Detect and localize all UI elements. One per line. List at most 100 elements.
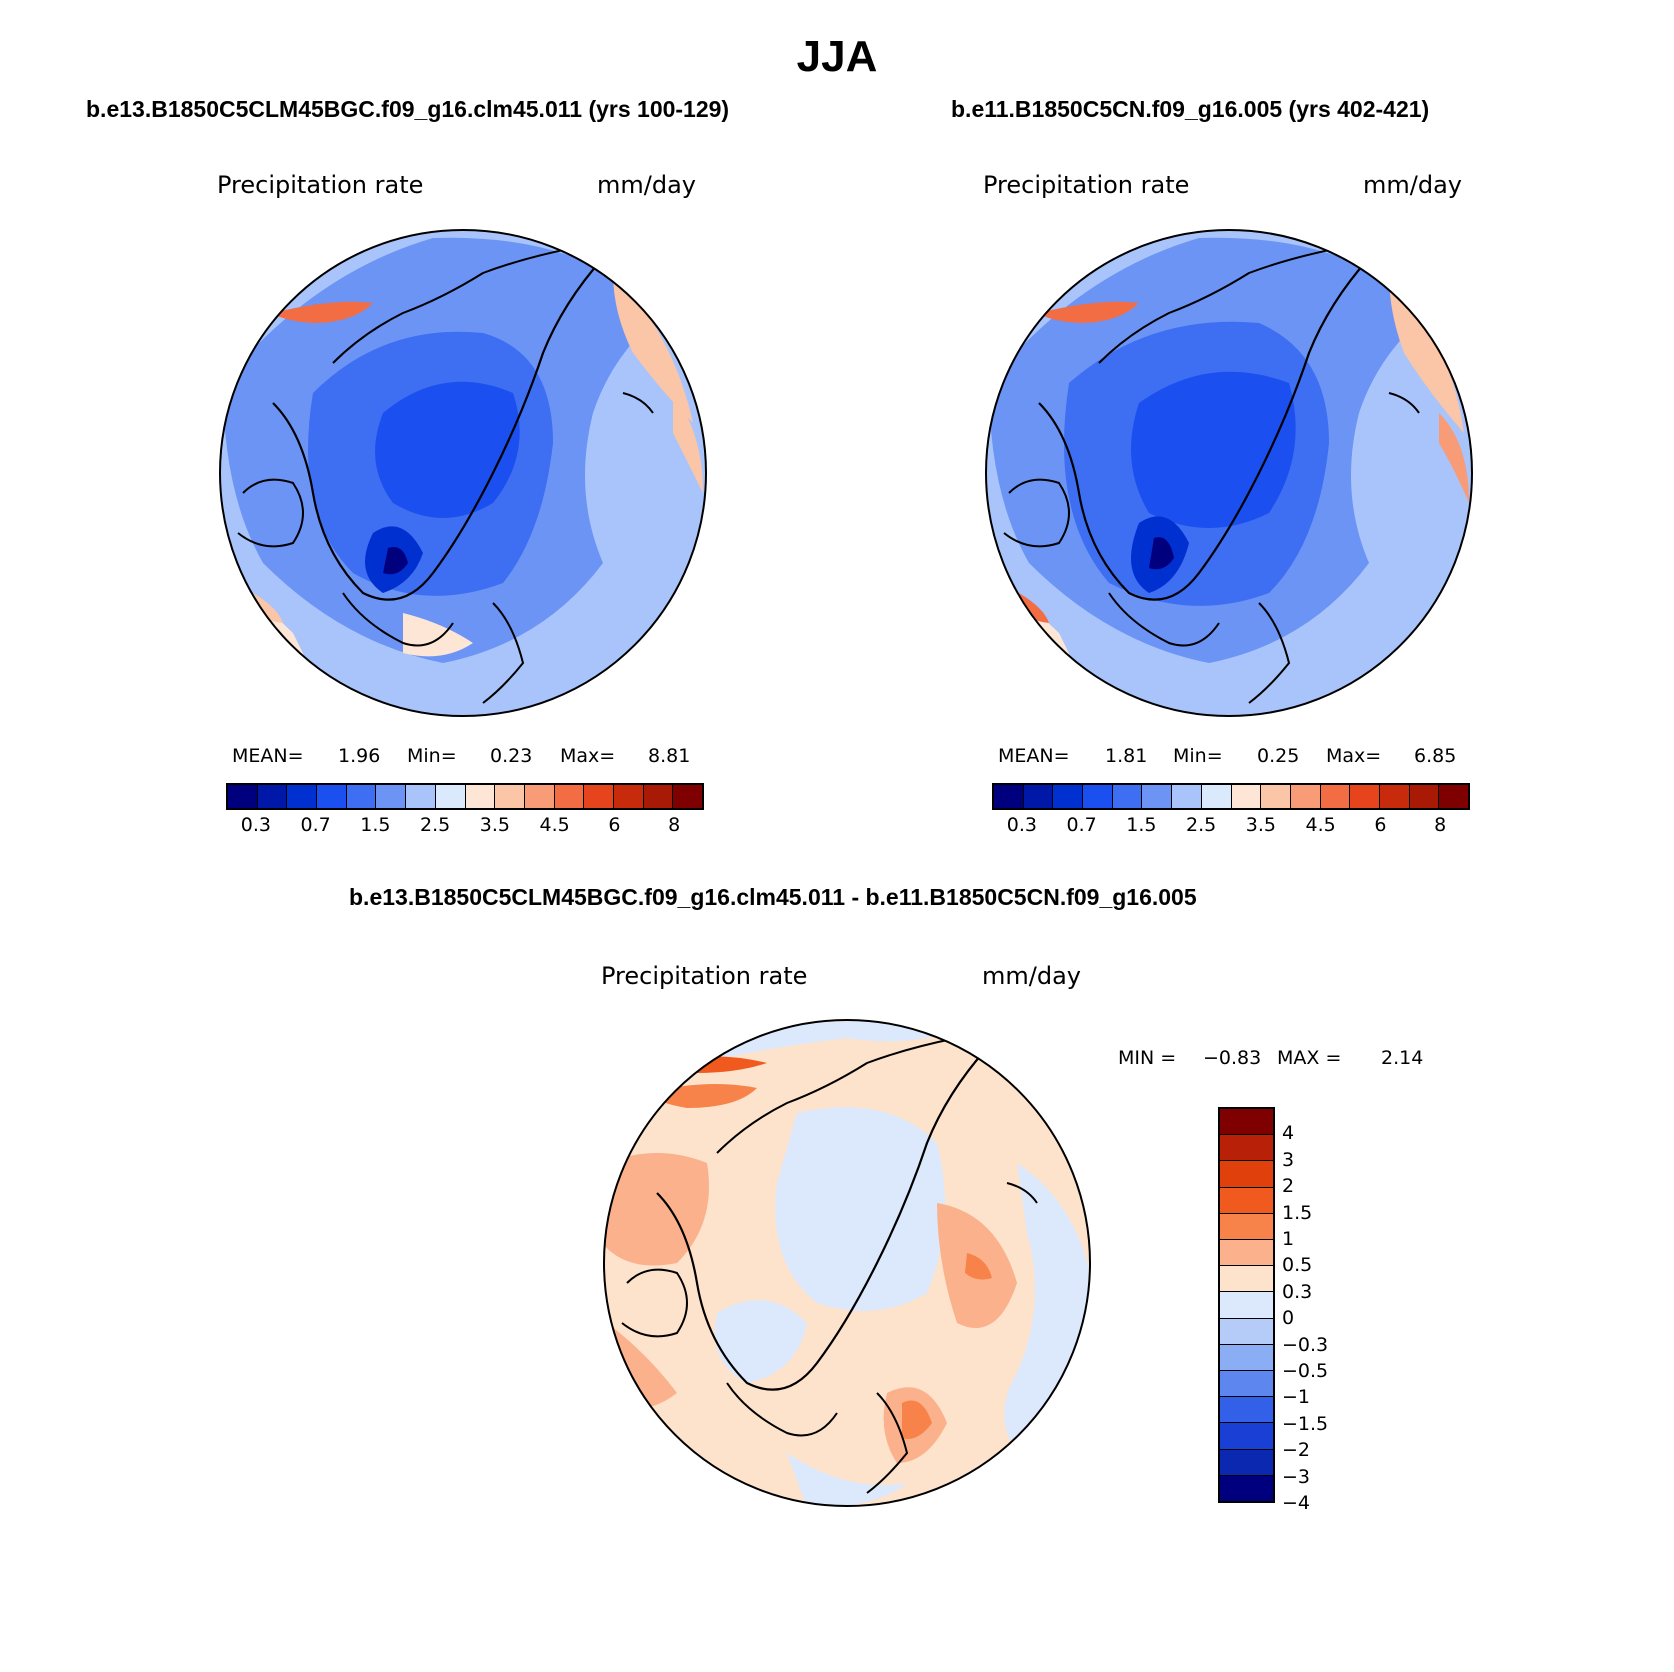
colorbar-swatch [1439,785,1468,808]
colorbar-swatch [1220,1161,1273,1188]
colorbar-tick-label: −0.5 [1282,1360,1329,1382]
colorbar-tick-label: 4.5 [1305,814,1336,836]
colorbar-tick-label: 8 [668,814,681,836]
colorbar-swatch [1409,785,1440,808]
panel2-min-value: 0.25 [1257,745,1300,767]
colorbar-tick-label: −4 [1282,1492,1311,1514]
colorbar-swatch [1220,1423,1273,1450]
colorbar-tick-label: 0.3 [1282,1280,1313,1303]
colorbar-swatch [1220,1449,1273,1476]
colorbar-swatch [257,785,288,808]
colorbar-tick-label: 0.3 [1006,814,1037,836]
diff-variable-label: Precipitation rate [601,962,808,990]
colorbar-tick-label: 0.7 [1066,814,1097,836]
diff-min-value: −0.83 [1203,1047,1262,1069]
diff-min-label: MIN = [1118,1047,1177,1069]
colorbar-swatch [1220,1240,1273,1267]
colorbar-tick-label: −0.3 [1282,1333,1329,1356]
panel1-polar-map [219,229,707,717]
colorbar-swatch [1350,785,1380,808]
colorbar-swatch [1220,1135,1273,1162]
colorbar-swatch [317,785,347,808]
colorbar-swatch [435,785,466,808]
panel2-polar-map [985,229,1473,717]
colorbar-tick-label: −1.5 [1282,1412,1329,1435]
colorbar-swatch [1201,785,1232,808]
colorbar-swatch [1220,1397,1273,1424]
panel2-colorbar-ticks: 0.3 0.7 1.5 2.5 3.5 4.5 6 8 [992,812,1466,838]
panel1-min-value: 0.23 [490,745,533,767]
colorbar-swatch [228,785,258,808]
panel2-units-label: mm/day [1363,171,1462,199]
colorbar-swatch [1320,785,1351,808]
colorbar-swatch [1220,1318,1273,1345]
panel1-colorbar-ticks: 0.3 0.7 1.5 2.5 3.5 4.5 6 8 [226,812,700,838]
panel2-variable-label: Precipitation rate [983,171,1190,199]
diff-colorbar-ticks: 4 3 2 1.5 1 0.5 0.3 0 −0.3 −0.5 −1 −1.5 −2 −3 −4 [1282,1107,1402,1514]
colorbar-swatch [465,785,496,808]
colorbar-swatch [1142,785,1173,808]
diff-colorbar [1218,1107,1275,1503]
panel1-mean-value: 1.96 [338,745,381,767]
colorbar-swatch [1220,1371,1273,1398]
colorbar-tick-label: 0.7 [300,814,331,836]
colorbar-swatch [287,785,318,808]
colorbar-swatch [1220,1109,1273,1136]
panel2-min-label: Min= [1173,745,1223,767]
panel1-run-title: b.e13.B1850C5CLM45BGC.f09_g16.clm45.011 … [86,96,730,122]
colorbar-swatch [673,785,702,808]
colorbar-tick-label: −1 [1282,1386,1311,1409]
diff-max-label: MAX = [1277,1047,1342,1069]
colorbar-swatch [584,785,614,808]
colorbar-swatch [1231,785,1262,808]
panel1-max-label: Max= [560,745,616,767]
panel1-min-label: Min= [407,745,457,767]
colorbar-tick-label: 4.5 [539,814,570,836]
colorbar-tick-label: 8 [1434,814,1447,836]
panel1-variable-label: Precipitation rate [217,171,424,199]
figure-title: JJA [796,32,878,81]
colorbar-tick-label: 1.5 [1126,814,1157,836]
colorbar-tick-label: 1 [1282,1228,1295,1250]
colorbar-swatch [1053,785,1084,808]
colorbar-swatch [1023,785,1054,808]
diff-title: b.e13.B1850C5CLM45BGC.f09_g16.clm45.011 … [349,884,1197,910]
diff-max-value: 2.14 [1381,1047,1424,1069]
colorbar-tick-label: 0.3 [240,814,271,836]
colorbar-tick-label: 6 [1374,814,1387,836]
colorbar-tick-label: 2 [1282,1175,1295,1198]
colorbar-swatch [1261,785,1291,808]
panel2-mean-value: 1.81 [1105,745,1148,767]
colorbar-swatch [1290,785,1321,808]
colorbar-swatch [1172,785,1202,808]
colorbar-tick-label: 3.5 [479,814,510,836]
colorbar-tick-label: 2.5 [1186,814,1217,836]
colorbar-swatch [554,785,585,808]
colorbar-swatch [376,785,407,808]
colorbar-swatch [1112,785,1143,808]
colorbar-swatch [613,785,644,808]
colorbar-tick-label: 3 [1282,1148,1295,1171]
panel2-mean-label: MEAN= [998,745,1070,767]
colorbar-tick-label: 1.5 [360,814,391,836]
colorbar-swatch [1220,1292,1273,1319]
colorbar-tick-label: −2 [1282,1439,1311,1462]
colorbar-tick-label: 2.5 [420,814,451,836]
panel1-mean-label: MEAN= [232,745,304,767]
diff-units-label: mm/day [982,962,1081,990]
colorbar-swatch [1220,1213,1273,1241]
panel1-colorbar [226,783,704,810]
panel1-max-value: 8.81 [648,745,691,767]
colorbar-swatch [1220,1187,1273,1214]
colorbar-tick-label: 6 [608,814,621,836]
colorbar-tick-label: 1.5 [1282,1201,1313,1224]
panel2-max-label: Max= [1326,745,1382,767]
colorbar-swatch [1220,1475,1273,1502]
colorbar-swatch [524,785,555,808]
panel1-units-label: mm/day [597,171,696,199]
colorbar-tick-label: 3.5 [1245,814,1276,836]
panel2-colorbar [992,783,1470,810]
panel2-max-value: 6.85 [1414,745,1457,767]
colorbar-swatch [643,785,674,808]
colorbar-swatch [994,785,1024,808]
